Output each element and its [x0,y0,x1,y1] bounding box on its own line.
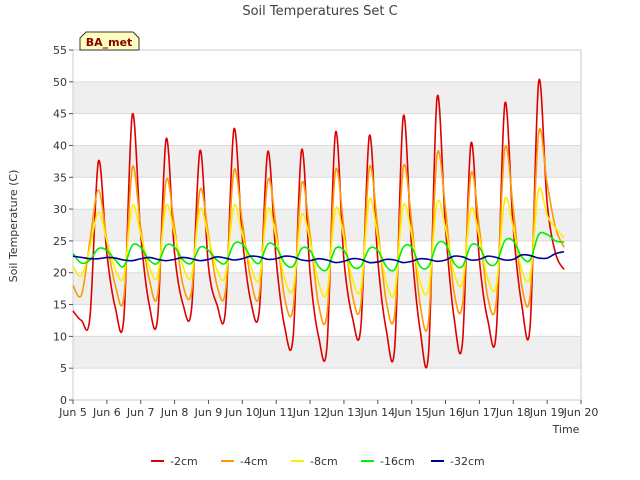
x-tick-label: Jun 13 [326,406,362,419]
y-tick-label: 55 [53,44,67,57]
y-tick-label: 15 [53,299,67,312]
y-tick-label: 5 [60,362,67,375]
series-lines [72,78,565,369]
x-axis: Jun 5 Jun 6 Jun 7 Jun 8 Jun 9 Jun 10 Jun 11 Jun… [58,400,598,419]
x-tick-label: Jun 8 [160,406,189,419]
legend-label: -32cm [450,455,485,468]
x-tick-label: Jun 11 [258,406,294,419]
x-tick-label: Jun 6 [92,406,121,419]
chart-title: Soil Temperatures Set C [242,4,397,19]
y-tick-label: 40 [53,139,67,152]
y-tick-label: 30 [53,203,67,216]
legend-label: -2cm [170,455,198,468]
legend: -2cm -4cm -8cm -16cm -32cm [151,455,485,468]
y-axis-label: Soil Temperature (C) [7,170,20,283]
x-tick-label: Jun 19 [529,406,565,419]
y-tick-label: 45 [53,108,67,121]
x-tick-label: Jun 9 [194,406,223,419]
legend-label: -8cm [310,455,338,468]
legend-label: -16cm [380,455,415,468]
y-axis: 0 5 10 15 20 25 30 35 40 45 50 55 [53,44,73,407]
series-line-16cm [72,231,565,272]
x-tick-label: Jun 20 [563,406,599,419]
y-tick-label: 0 [60,394,67,407]
x-tick-label: Jun 17 [461,406,497,419]
y-tick-label: 35 [53,171,67,184]
x-tick-label: Jun 14 [359,406,395,419]
y-tick-label: 50 [53,76,67,89]
plot-frame [72,49,582,401]
series-line-32cm [72,250,565,264]
x-tick-label: Jun 18 [495,406,531,419]
plot-band [73,145,581,178]
y-tick-label: 20 [53,267,67,280]
badge-shape [79,31,140,51]
badge-label: BA_met [86,36,133,49]
plot-bands [73,81,581,369]
x-tick-label: Jun 10 [224,406,260,419]
y-tick-label: 10 [53,330,67,343]
legend-label: -4cm [240,455,268,468]
y-tick-label: 25 [53,235,67,248]
x-tick-label: Jun 16 [427,406,463,419]
plot-band [73,81,581,114]
plot-band [73,209,581,241]
x-tick-label: Jun 15 [393,406,429,419]
x-tick-label: Jun 12 [292,406,328,419]
site-badge: BA_met [79,31,140,51]
x-axis-label: Time [552,423,580,436]
x-tick-label: Jun 5 [58,406,87,419]
x-tick-label: Jun 7 [126,406,155,419]
